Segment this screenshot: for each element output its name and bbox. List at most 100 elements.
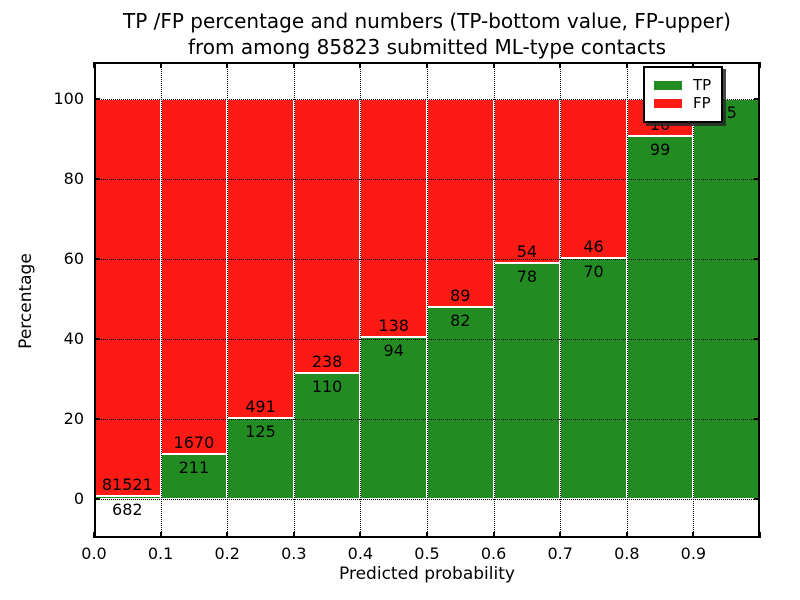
bar-label-tp: 94 [383,340,404,360]
x-tick-label: 0.1 [147,544,174,563]
bar-label-tp: 110 [311,376,343,396]
x-tick-label: 0.9 [680,544,707,563]
x-tick-mark [226,62,229,68]
bar-label-tp: 99 [649,139,671,159]
x-tick-mark [292,62,295,68]
y-tick-label: 60 [63,249,84,268]
x-tick-mark [759,62,761,68]
bar-segment-tp [560,257,627,499]
bar-label-tp: 82 [450,311,471,331]
x-axis-title: Predicted probability [339,564,515,584]
bar-segment-fp [227,99,294,418]
gridline-vertical [160,62,162,538]
bar-label-fp: 81521 [101,474,153,494]
y-tick-mark [754,178,760,180]
bar-segment-tp [227,417,294,499]
gridline-vertical [493,62,495,538]
x-tick-mark [93,532,95,538]
bar-segment-tp [160,454,228,499]
x-tick-label: 0.3 [281,544,307,563]
y-tick-label: 20 [63,409,84,428]
bar-label-fp: 1670 [173,433,215,453]
x-tick-mark [492,62,495,68]
x-tick-mark [426,62,428,68]
y-tick-mark [754,98,760,100]
x-tick-mark [692,532,695,538]
gridline-vertical [360,62,362,538]
x-tick-mark [759,532,761,538]
x-tick-label: 0.8 [614,544,640,563]
y-tick-mark [754,498,760,500]
x-tick-mark [93,62,95,68]
bar-label-tp: 78 [516,266,538,286]
bar-label-fp: 238 [311,351,343,371]
gridline-vertical [227,62,229,538]
bar-segment-fp [427,99,494,308]
legend-label-fp: FP [693,94,711,112]
bar-label-tp: 211 [178,458,210,478]
chart-title-line2: from among 85823 submitted ML-type conta… [187,35,667,59]
y-tick-mark [94,418,100,420]
legend-label-tp: TP [693,76,712,94]
y-tick-mark [754,258,760,260]
bar-segment-fp [360,99,427,337]
legend-item-fp: FP [654,96,711,111]
y-tick-mark [94,338,100,340]
y-tick-mark [754,418,760,420]
fp-color-swatch [654,99,682,108]
x-tick-mark [692,62,695,68]
x-tick-label: 0.5 [414,544,440,563]
plot-area: TP FP 81521 682 1670 211 491 125 238 110 138 94 89… [93,62,761,538]
y-tick-mark [94,98,100,100]
x-tick-mark [159,532,162,538]
x-tick-mark [492,532,495,538]
chart-title: TP /FP percentage and numbers (TP-bottom… [94,8,760,60]
y-tick-label: 80 [63,169,84,188]
y-tick-mark [754,338,760,340]
tp-color-swatch [654,81,682,90]
x-tick-mark [359,62,362,68]
bar-segment-fp [160,99,228,455]
x-tick-mark [359,532,362,538]
gridline-vertical [560,62,562,538]
x-tick-label: 0.6 [480,544,507,563]
gridline-vertical [293,62,295,538]
bar-segment-tp [626,135,694,499]
bar-label-fp: 138 [378,315,409,335]
bar-segment-fp [94,99,161,496]
x-tick-label: 0.2 [214,544,240,563]
bar-segment-tp [493,262,561,499]
y-tick-label: 100 [53,89,84,108]
x-tick-mark [625,532,628,538]
bar-segment-tp [693,99,760,499]
x-tick-label: 0.0 [81,544,107,563]
x-tick-mark [559,62,562,68]
bar-label-tp: 682 [112,499,143,519]
x-tick-mark [159,62,162,68]
y-tick-mark [94,178,100,180]
gridline-vertical [693,62,695,538]
bar-label-fp: 491 [245,396,276,416]
y-axis-title: Percentage [16,253,36,349]
bar-segment-fp [493,99,561,263]
bar-label-tp: 125 [245,421,276,441]
x-tick-label: 0.4 [347,544,374,563]
chart-title-line1: TP /FP percentage and numbers (TP-bottom… [123,9,731,33]
bar-label-fp: 54 [516,241,538,261]
y-tick-mark [94,498,100,500]
gridline-vertical [626,62,628,538]
bar-segment-fp [293,99,361,373]
x-tick-mark [226,532,229,538]
x-tick-mark [625,62,628,68]
bar-label-fp: 89 [450,286,471,306]
bar-label-tp: 70 [583,261,604,281]
y-tick-label: 40 [63,329,84,348]
legend: TP FP [643,66,724,123]
x-tick-mark [426,532,428,538]
x-tick-mark [292,532,295,538]
x-tick-label: 0.7 [547,544,573,563]
bar-segment-tp [360,336,427,499]
bar-label-fp: 46 [583,236,604,256]
x-tick-mark [559,532,562,538]
